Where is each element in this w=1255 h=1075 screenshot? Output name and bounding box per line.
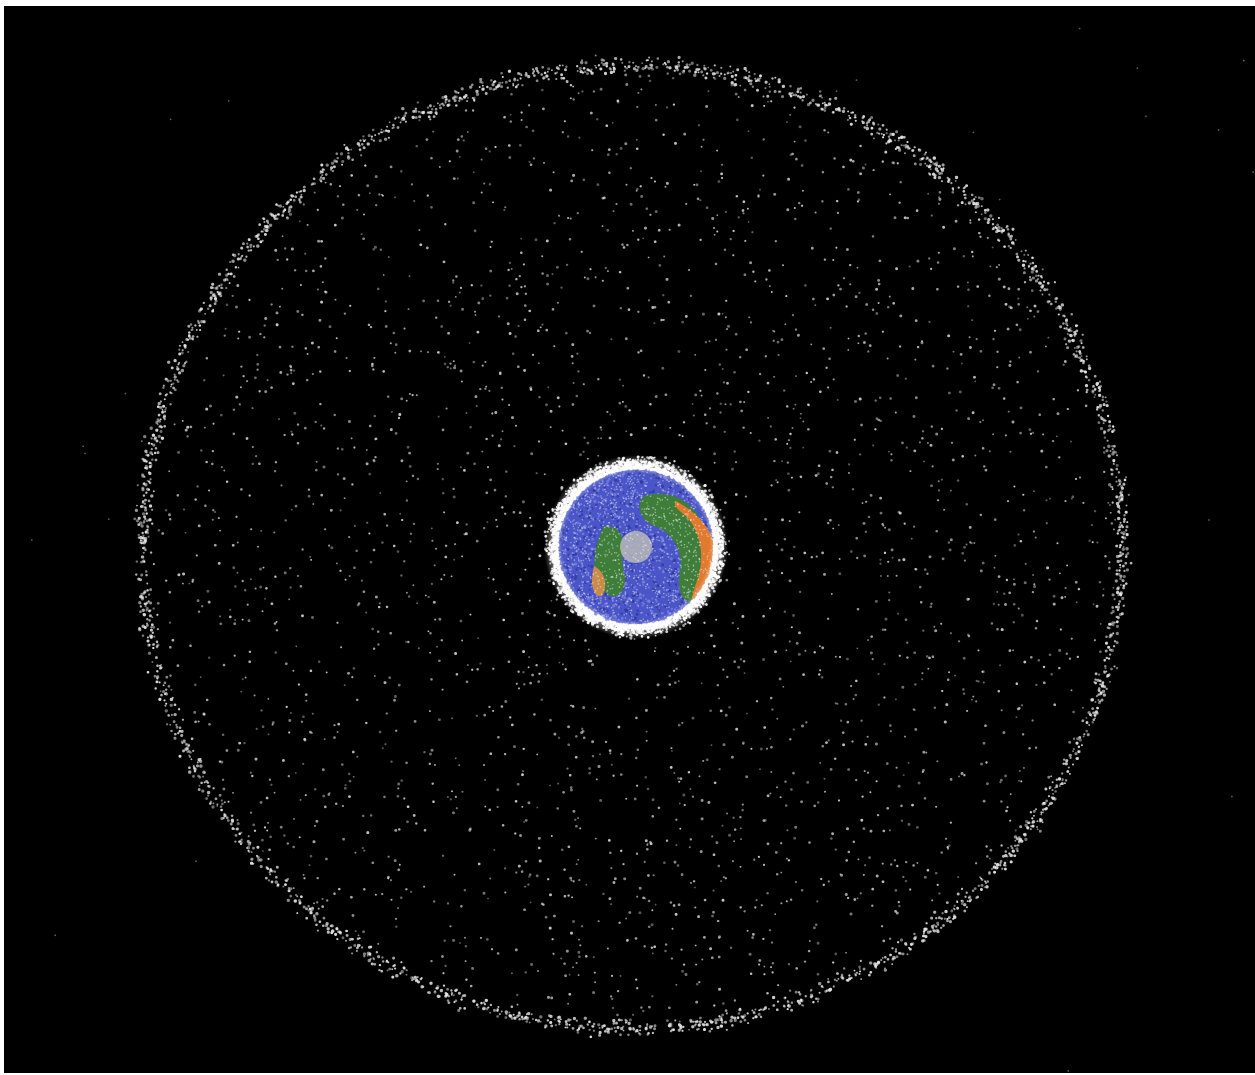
earth-globe	[543, 455, 731, 640]
debris-cloud-outer	[30, 27, 1255, 1072]
debris-cloud-low-orbit	[543, 455, 731, 640]
space-debris-scene	[4, 6, 1255, 1073]
space-background	[30, 27, 1255, 1072]
low-orbit-debris-halo	[544, 455, 728, 639]
debris-ring-geostationary	[133, 54, 1133, 1039]
